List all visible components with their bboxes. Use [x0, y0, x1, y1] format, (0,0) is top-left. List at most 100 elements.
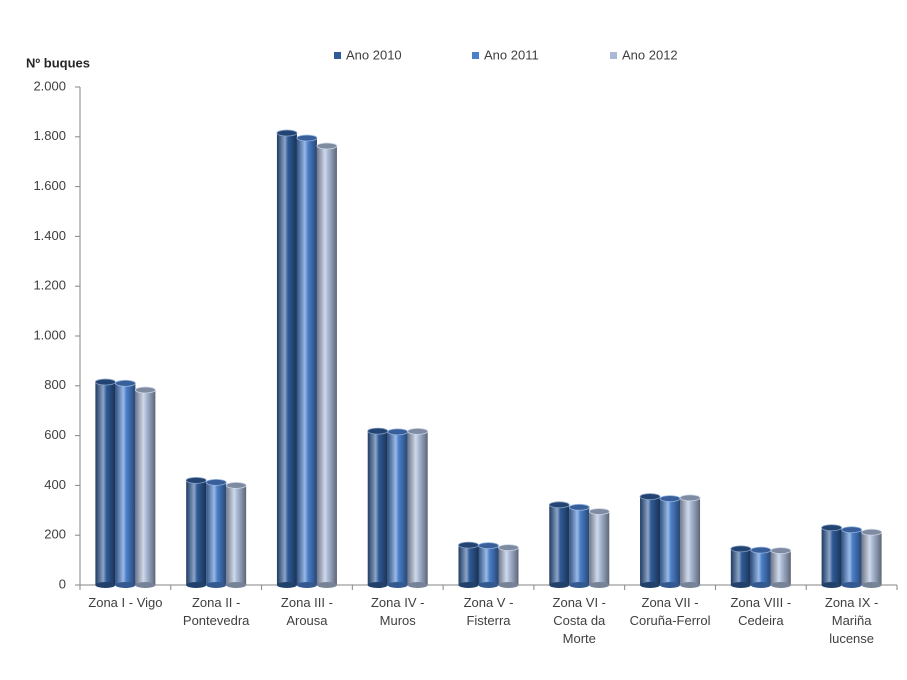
legend-label: Ano 2011: [484, 47, 539, 62]
bar-cap: [639, 493, 661, 501]
bar-cap: [841, 526, 863, 534]
bar-cap: [407, 427, 429, 435]
bar-cap: [296, 134, 318, 142]
bar: [115, 383, 136, 585]
bar: [549, 504, 570, 585]
bar: [316, 146, 337, 585]
bar: [841, 529, 862, 585]
bar-base: [115, 582, 136, 588]
bar: [821, 527, 842, 585]
bar-cap: [548, 501, 570, 509]
x-tick-label: Zona IV -Muros: [371, 595, 424, 628]
bar: [861, 532, 882, 585]
bar-cap: [861, 528, 883, 536]
bar-base: [549, 582, 570, 588]
bar-cap: [276, 129, 298, 137]
bar: [387, 431, 408, 585]
bar: [95, 382, 116, 585]
bar-base: [296, 582, 317, 588]
bar-base: [95, 582, 116, 588]
bar-base: [841, 582, 862, 588]
bar-cap: [316, 142, 338, 150]
y-tick-label: 600: [44, 427, 66, 442]
bar: [206, 482, 227, 585]
bar-base: [458, 582, 479, 588]
legend-swatch: [334, 52, 341, 59]
bar-cap: [478, 542, 499, 550]
y-tick-label: 1.200: [33, 278, 66, 293]
bar: [276, 133, 297, 585]
bar-cap: [134, 386, 156, 394]
bar-cap: [94, 378, 116, 386]
bar-cap: [568, 503, 590, 511]
y-tick-label: 800: [44, 377, 66, 392]
bar-base: [276, 582, 297, 588]
bar-base: [640, 582, 661, 588]
bar-cap: [114, 379, 136, 387]
bar-base: [367, 582, 388, 588]
bar-cap: [458, 541, 479, 549]
bar: [680, 497, 701, 585]
y-tick-label: 200: [44, 527, 66, 542]
bar-cap: [498, 544, 519, 552]
y-tick-label: 400: [44, 477, 66, 492]
legend-swatch: [610, 52, 617, 59]
bar: [660, 498, 681, 585]
bar-cap: [185, 477, 207, 484]
legend-label: Ano 2012: [622, 47, 678, 62]
bar: [730, 548, 751, 585]
x-tick-label: Zona IX -Mariña lucense: [825, 595, 878, 646]
bar: [569, 507, 590, 585]
bar-base: [498, 582, 519, 588]
bar-base: [206, 582, 227, 588]
bar-cap: [225, 481, 247, 489]
bar-base: [387, 582, 408, 588]
bar-cap: [770, 547, 792, 555]
bar: [478, 545, 499, 585]
bar-base: [316, 582, 337, 588]
bar: [750, 550, 771, 585]
x-tick-label: Zona VI -Costa da Morte: [553, 595, 607, 646]
bar: [589, 511, 610, 585]
bar: [770, 550, 791, 585]
bar: [296, 138, 317, 586]
bar-base: [730, 582, 751, 588]
bar-base: [478, 582, 499, 588]
bar-base: [407, 582, 428, 588]
bar: [498, 547, 519, 585]
bar: [367, 431, 388, 585]
bar-cap: [588, 508, 610, 515]
bar-base: [589, 582, 610, 588]
y-tick-label: 1.400: [33, 228, 66, 243]
legend-swatch: [472, 52, 479, 59]
y-tick-label: 1.800: [33, 128, 66, 143]
bar-base: [750, 582, 771, 588]
bar: [226, 485, 247, 585]
legend-label: Ano 2010: [346, 47, 402, 62]
x-tick-label: Zona I - Vigo: [88, 595, 162, 610]
bar-base: [226, 582, 247, 588]
bar-base: [186, 582, 207, 588]
bar-cap: [367, 427, 389, 435]
bar-cap: [205, 479, 227, 486]
bar: [186, 480, 207, 585]
bar-base: [660, 582, 681, 588]
bar-base: [861, 582, 882, 588]
x-tick-label: Zona VII -Coruña-Ferrol: [630, 595, 711, 628]
y-tick-label: 2.000: [33, 78, 66, 93]
bar-cap: [679, 494, 701, 502]
x-tick-label: Zona III -Arousa: [281, 595, 333, 628]
bar: [640, 496, 661, 585]
bar-cap: [750, 546, 772, 554]
x-tick-label: Zona II -Pontevedra: [183, 595, 250, 628]
bar: [458, 545, 479, 585]
bar: [135, 390, 156, 585]
y-tick-label: 1.000: [33, 327, 66, 342]
x-tick-label: Zona V -Fisterra: [464, 595, 514, 628]
bar-base: [569, 582, 590, 588]
bar-base: [770, 582, 791, 588]
bar-cap: [659, 495, 681, 502]
x-tick-label: Zona VIII -Cedeira: [730, 595, 791, 628]
